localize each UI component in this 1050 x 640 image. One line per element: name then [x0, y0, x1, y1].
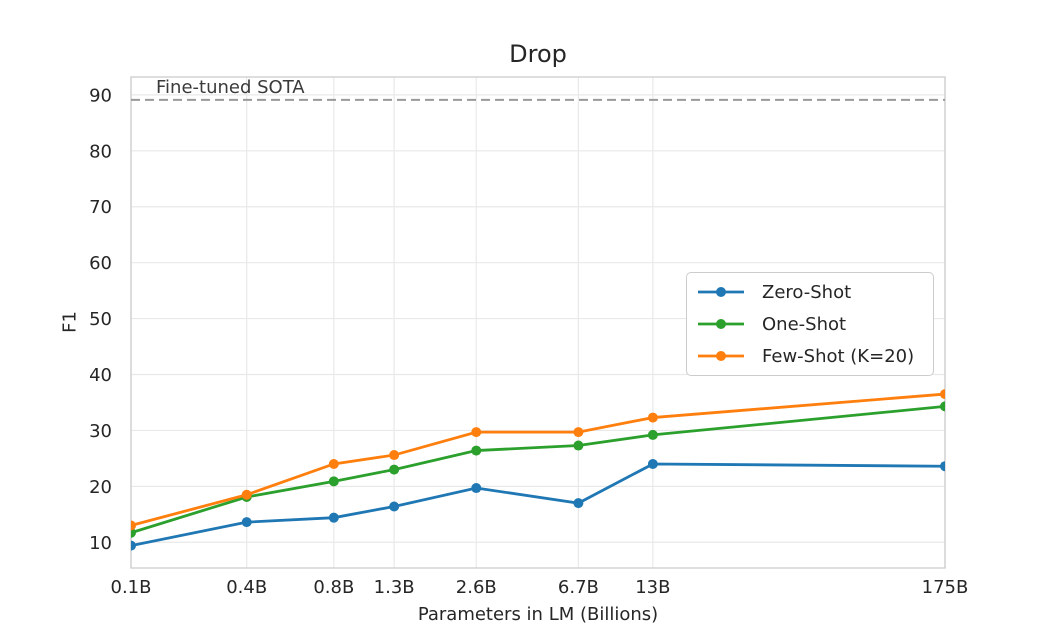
y-tick-label: 40: [89, 365, 112, 386]
data-point-marker: [328, 476, 339, 487]
data-point-marker: [573, 498, 584, 509]
x-tick-label: 13B: [635, 577, 670, 598]
data-point-marker: [471, 445, 482, 456]
legend-label: Few-Shot (K=20): [762, 345, 915, 367]
data-point-marker: [940, 401, 945, 412]
series-group: [131, 389, 945, 551]
legend: Zero-Shot One-Shot Few-Shot (K=20): [686, 272, 934, 376]
legend-entry: One-Shot: [687, 308, 933, 340]
plot-border: [130, 76, 946, 569]
data-point-marker: [131, 520, 136, 531]
x-tick-label: 0.1B: [111, 577, 152, 598]
data-point-marker: [241, 517, 252, 528]
data-point-marker: [647, 429, 658, 440]
x-tick-label: 2.6B: [456, 577, 497, 598]
series-line: [131, 462, 945, 548]
y-tick-label: 50: [89, 309, 112, 330]
y-tick-label: 90: [89, 85, 112, 106]
data-point-marker: [940, 389, 945, 400]
y-tick-label: 30: [89, 421, 112, 442]
data-point-marker: [241, 489, 252, 500]
legend-entry: Few-Shot (K=20): [687, 340, 933, 372]
data-point-marker: [471, 483, 482, 494]
y-tick-label: 60: [89, 253, 112, 274]
data-point-marker: [647, 458, 658, 469]
data-point-marker: [389, 464, 400, 475]
legend-label: One-Shot: [762, 313, 847, 335]
x-tick-label: 1.3B: [374, 577, 415, 598]
x-axis-label: Parameters in LM (Billions): [417, 604, 659, 625]
data-point-marker: [573, 440, 584, 451]
y-tick-label: 70: [89, 197, 112, 218]
sota-annotation-label: Fine-tuned SOTA: [156, 77, 305, 98]
legend-line-marker-icon: [698, 351, 744, 361]
data-point-marker: [647, 412, 658, 423]
legend-entry: Zero-Shot: [687, 276, 933, 308]
x-tick-label: 0.8B: [313, 577, 354, 598]
x-tick-label: 6.7B: [558, 577, 599, 598]
series-line: [131, 392, 945, 527]
data-point-marker: [940, 461, 945, 472]
data-point-marker: [131, 540, 136, 551]
data-point-marker: [328, 512, 339, 523]
legend-label: Zero-Shot: [762, 281, 852, 303]
data-point-marker: [389, 501, 400, 512]
series-line: [131, 404, 945, 535]
y-tick-label: 20: [89, 477, 112, 498]
data-point-marker: [573, 427, 584, 438]
data-point-marker: [328, 458, 339, 469]
y-tick-label: 80: [89, 141, 112, 162]
data-point-marker: [471, 427, 482, 438]
legend-line-marker-icon: [698, 319, 744, 329]
data-point-marker: [389, 450, 400, 461]
y-axis-label: F1: [59, 311, 81, 333]
chart-title: Drop: [509, 40, 567, 68]
legend-line-marker-icon: [698, 287, 744, 297]
x-tick-label: 175B: [922, 577, 969, 598]
y-tick-label: 10: [89, 533, 112, 554]
x-tick-label: 0.4B: [226, 577, 267, 598]
